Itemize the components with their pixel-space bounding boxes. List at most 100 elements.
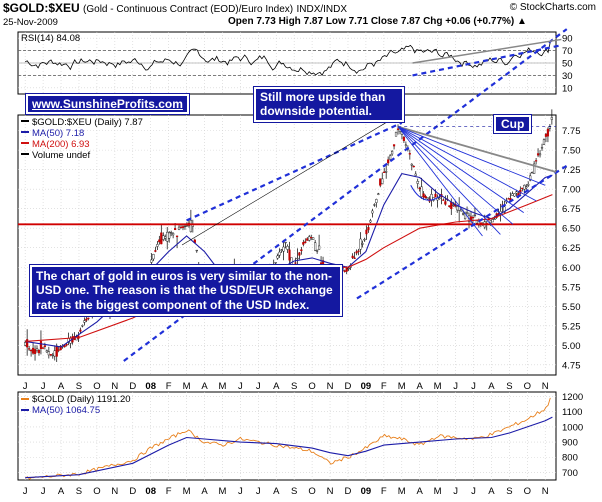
price-bar bbox=[302, 242, 305, 245]
price-bar bbox=[513, 193, 516, 197]
x-tick-label: J bbox=[41, 381, 46, 392]
y-tick-label: 5.00 bbox=[562, 341, 581, 352]
x-tick-label: J bbox=[256, 486, 261, 497]
price-bar bbox=[195, 249, 198, 252]
rsi-line bbox=[25, 41, 551, 76]
price-bar bbox=[314, 242, 317, 251]
price-bar bbox=[408, 153, 411, 155]
x-tick-label: M bbox=[398, 486, 406, 497]
y-tick-label: 7.25 bbox=[562, 165, 581, 176]
price-bar bbox=[343, 270, 346, 272]
price-bar bbox=[493, 218, 496, 220]
price-bar bbox=[179, 226, 183, 229]
price-bar bbox=[410, 163, 413, 166]
price-bar bbox=[35, 348, 39, 351]
price-bar bbox=[41, 347, 45, 349]
price-bar bbox=[152, 254, 155, 260]
price-bar bbox=[284, 241, 287, 244]
price-bar bbox=[39, 341, 43, 350]
price-bar bbox=[83, 320, 86, 323]
y-tick-label: 5.25 bbox=[562, 321, 581, 332]
y-tick-label: 4.75 bbox=[562, 360, 581, 371]
x-tick-label: A bbox=[417, 381, 424, 392]
y-tick-label: 700 bbox=[562, 468, 578, 479]
x-tick-label: J bbox=[471, 486, 476, 497]
legend-swatch bbox=[21, 153, 29, 155]
price-bar bbox=[288, 249, 291, 261]
x-tick-label: S bbox=[506, 381, 512, 392]
price-bar bbox=[538, 153, 542, 156]
price-bar bbox=[383, 171, 386, 173]
price-bar bbox=[158, 239, 161, 243]
price-bar bbox=[489, 220, 492, 223]
legend-swatch bbox=[21, 120, 29, 122]
price-bar bbox=[379, 178, 382, 186]
price-bar bbox=[45, 350, 48, 353]
price-bar bbox=[318, 245, 321, 250]
price-bar bbox=[546, 128, 550, 137]
y-tick-label: 10 bbox=[562, 83, 573, 94]
price-bar bbox=[542, 139, 546, 145]
price-bar bbox=[521, 187, 524, 190]
y-tick-label: 7.00 bbox=[562, 185, 581, 196]
website-label[interactable]: www.SunshineProfits.com bbox=[25, 92, 190, 116]
price-bar bbox=[361, 243, 364, 245]
x-tick-label: S bbox=[291, 486, 297, 497]
price-bar bbox=[373, 204, 376, 206]
price-bar bbox=[371, 210, 374, 214]
y-tick-label: 900 bbox=[562, 438, 578, 449]
price-bar bbox=[367, 227, 370, 231]
description-annotation: The chart of gold in euros is very simil… bbox=[29, 263, 343, 318]
price-bar bbox=[424, 195, 427, 199]
price-bar bbox=[26, 339, 29, 348]
price-bar bbox=[65, 344, 68, 346]
price-bar bbox=[525, 186, 528, 189]
x-tick-label: D bbox=[345, 486, 352, 497]
upside-annotation: Still more upside than downside potentia… bbox=[253, 86, 405, 123]
rsi-resistance-line bbox=[412, 38, 562, 64]
price-bar bbox=[442, 199, 445, 201]
price-bar bbox=[416, 181, 419, 184]
price-bar bbox=[298, 252, 301, 256]
price-frame bbox=[17, 114, 557, 376]
price-bar bbox=[166, 231, 169, 242]
price-panel: 4.75 5.00 5.25 5.50 5.75 6.00 6.25 6.50 6.75 7.00… bbox=[17, 109, 581, 392]
price-bar bbox=[185, 225, 189, 227]
y-tick-label: 7.75 bbox=[562, 126, 581, 137]
price-bar bbox=[28, 348, 31, 350]
price-bar bbox=[31, 347, 35, 354]
x-tick-label: N bbox=[111, 381, 118, 392]
x-tick-label: J bbox=[23, 486, 28, 497]
callout-line bbox=[181, 122, 386, 246]
price-bar bbox=[531, 172, 534, 174]
price-bar bbox=[462, 213, 465, 215]
x-tick-label: O bbox=[308, 381, 315, 392]
x-tick-label: D bbox=[129, 381, 136, 392]
y-tick-label: 1200 bbox=[562, 392, 583, 403]
price-bar bbox=[57, 349, 60, 351]
x-tick-label: J bbox=[238, 486, 243, 497]
price-bar bbox=[276, 255, 279, 259]
price-bar bbox=[422, 193, 425, 198]
price-bar bbox=[465, 212, 469, 214]
price-bar bbox=[534, 160, 538, 162]
price-bar bbox=[300, 249, 303, 252]
price-bar bbox=[345, 267, 348, 272]
price-bar bbox=[548, 126, 552, 129]
price-bar bbox=[357, 250, 360, 252]
gold-panel: 700 800 900 1000 1100 1200 $GOLD (Daily) 1191.… bbox=[17, 391, 583, 497]
price-bar bbox=[55, 346, 58, 357]
price-bar bbox=[81, 325, 84, 327]
price-bar bbox=[473, 214, 477, 216]
symbol: $GOLD:$XEU bbox=[3, 1, 80, 15]
x-tick-label: M bbox=[218, 486, 226, 497]
price-bar bbox=[175, 235, 179, 238]
x-tick-label: O bbox=[524, 381, 531, 392]
rsi-legend: RSI(14) 84.08 bbox=[21, 33, 80, 44]
x-tick-label: A bbox=[201, 381, 208, 392]
price-bar bbox=[418, 187, 421, 190]
price-bar bbox=[396, 128, 400, 130]
price-bar bbox=[414, 173, 417, 176]
price-bar bbox=[162, 235, 165, 240]
